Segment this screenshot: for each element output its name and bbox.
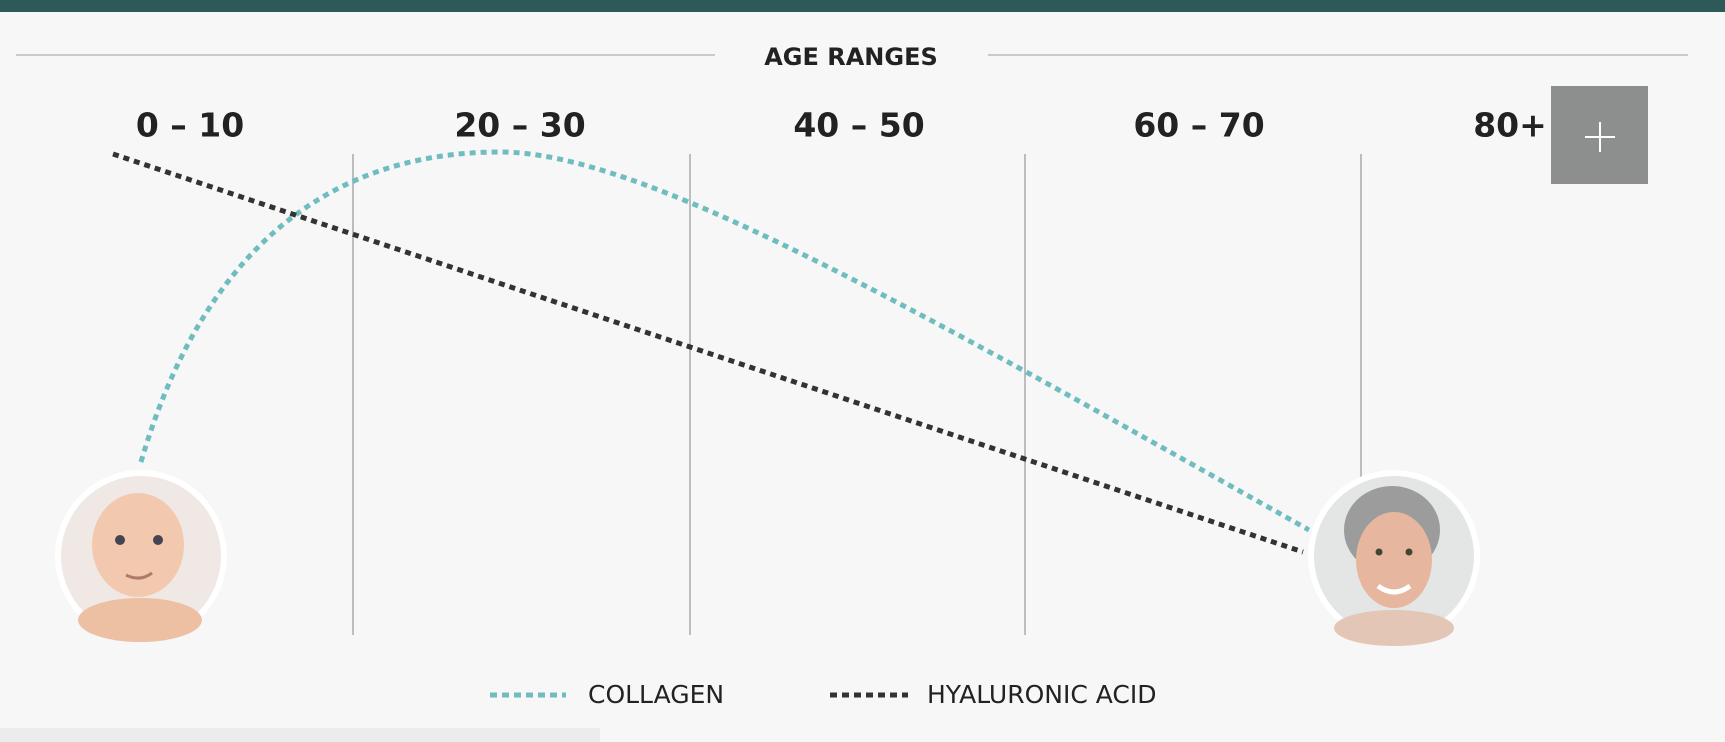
legend-label: COLLAGEN	[588, 680, 724, 709]
legend-label: HYALURONIC ACID	[927, 680, 1156, 709]
age-range-label: 60 – 70	[1133, 106, 1264, 145]
eye	[1406, 549, 1413, 556]
hyaluronic-curve	[113, 154, 1303, 552]
elder-photo	[1308, 470, 1480, 646]
header-title: AGE RANGES	[764, 43, 938, 71]
collagen-curve	[141, 152, 1309, 530]
age-range-label: 80+	[1473, 106, 1547, 145]
bottom-strip	[0, 728, 600, 742]
body	[78, 598, 202, 642]
expand-button[interactable]	[1551, 86, 1648, 184]
top-bar	[0, 0, 1725, 12]
age-range-label: 0 – 10	[136, 106, 244, 145]
legend: COLLAGEN HYALURONIC ACID	[490, 680, 1156, 709]
age-labels: 0 – 10 20 – 30 40 – 50 60 – 70 80+	[136, 106, 1547, 145]
infographic: AGE RANGES 0 – 10 20 – 30 40 – 50 60 – 70 80…	[0, 0, 1725, 742]
eye	[1376, 549, 1383, 556]
page: AGE RANGES 0 – 10 20 – 30 40 – 50 60 – 70 80…	[0, 0, 1725, 742]
age-range-label: 40 – 50	[793, 106, 924, 145]
body	[1334, 610, 1454, 646]
baby-photo	[55, 470, 227, 642]
eye	[153, 535, 163, 545]
age-range-label: 20 – 30	[454, 106, 585, 145]
face	[92, 493, 184, 597]
eye	[115, 535, 125, 545]
dividers	[353, 154, 1361, 635]
